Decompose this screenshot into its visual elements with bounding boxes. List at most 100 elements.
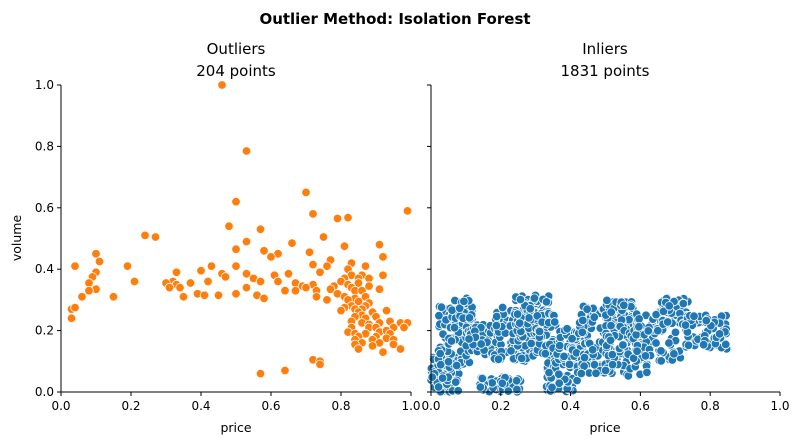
- outliers-point: [66, 313, 77, 324]
- outliers-y-tick-label: 0.0: [35, 385, 54, 399]
- outliers-point: [301, 187, 311, 198]
- inliers-point: [698, 340, 709, 350]
- outliers-point: [175, 282, 185, 293]
- inliers-point: [559, 351, 569, 362]
- inliers-title-line2: 1831 points: [560, 62, 649, 80]
- outliers-point: [241, 282, 252, 293]
- inliers-point: [562, 324, 572, 334]
- outliers-point: [353, 278, 364, 288]
- inliers-x-ticks: 0.0 0.2 0.4 0.6 0.8 1.0: [421, 392, 790, 413]
- outliers-point: [150, 232, 161, 242]
- outliers-y-tick-label: 0.4: [35, 262, 54, 276]
- outliers-point: [91, 249, 101, 259]
- outliers-point: [280, 286, 290, 296]
- outliers-point: [318, 232, 329, 242]
- outliers-y-ticks: 0.0 0.2 0.4 0.6 0.8 1.0: [35, 78, 61, 399]
- outliers-point: [339, 241, 350, 251]
- outliers-point: [290, 286, 301, 296]
- inliers-point: [634, 322, 644, 332]
- inliers-point: [517, 353, 527, 364]
- inliers-point: [632, 346, 642, 356]
- outliers-x-tick-label: 0.6: [261, 399, 280, 413]
- inliers-point: [512, 384, 522, 395]
- outliers-x-tick-label: 0.2: [121, 399, 140, 413]
- inliers-point: [544, 367, 554, 378]
- outliers-point: [231, 261, 241, 271]
- outliers-point: [255, 224, 266, 235]
- outliers-point: [301, 282, 311, 293]
- outliers-point: [196, 266, 206, 276]
- outliers-point: [185, 278, 196, 288]
- outliers-point: [378, 252, 388, 262]
- inliers-point: [529, 293, 540, 303]
- outliers-point: [199, 290, 210, 301]
- inliers-point: [618, 340, 628, 350]
- outliers-point: [122, 261, 133, 271]
- outliers-x-tick-label: 0.8: [331, 399, 350, 413]
- inliers-point: [678, 298, 689, 309]
- outliers-point: [217, 80, 227, 90]
- outliers-point: [378, 270, 388, 281]
- inliers-point: [526, 338, 536, 349]
- outliers-point: [395, 344, 406, 354]
- outliers-point: [308, 209, 318, 219]
- inliers-point: [656, 356, 666, 366]
- inliers-point: [663, 317, 673, 327]
- outliers-x-tick-label: 0.4: [191, 399, 210, 413]
- inliers-point: [653, 326, 663, 336]
- inliers-point: [555, 340, 565, 351]
- outliers-title-line1: Outliers: [207, 40, 266, 58]
- inliers-point: [436, 360, 446, 370]
- inliers-x-tick-label: 0.0: [421, 399, 440, 413]
- inliers-point: [564, 359, 575, 370]
- outliers-point: [231, 244, 241, 254]
- inliers-point: [446, 336, 457, 346]
- inliers-point: [464, 334, 474, 344]
- inliers-point: [443, 357, 454, 367]
- inliers-point: [607, 359, 618, 370]
- outliers-point: [77, 292, 87, 302]
- inliers-point: [721, 339, 731, 350]
- inliers-point: [589, 312, 600, 322]
- outliers-point: [353, 344, 364, 354]
- outliers-y-axis-label: volume: [9, 215, 24, 262]
- inliers-point: [643, 326, 654, 336]
- inliers-point: [606, 320, 616, 331]
- inliers-point: [515, 294, 526, 305]
- outliers-point: [325, 284, 336, 294]
- outliers-point: [367, 341, 378, 351]
- outliers-point: [241, 236, 252, 247]
- outliers-point: [273, 276, 283, 287]
- inliers-point: [491, 320, 502, 331]
- outliers-y-tick-label: 1.0: [35, 78, 54, 92]
- outliers-point: [220, 272, 231, 282]
- outliers-point: [259, 246, 269, 256]
- inliers-point: [683, 340, 694, 351]
- inliers-panel: Inliers 1831 points 0.0 0.2 0.4 0.6 0.8 1.0 p…: [421, 40, 789, 435]
- outliers-point: [364, 281, 374, 291]
- outliers-point: [402, 206, 413, 216]
- outliers-point: [308, 259, 318, 270]
- inliers-point: [492, 311, 502, 322]
- outliers-point: [374, 239, 385, 250]
- inliers-point: [605, 335, 616, 346]
- inliers-point: [547, 382, 557, 393]
- inliers-point: [670, 327, 681, 338]
- inliers-title-line1: Inliers: [582, 40, 628, 58]
- inliers-x-tick-label: 0.4: [561, 399, 580, 413]
- figure-title: Outlier Method: Isolation Forest: [259, 10, 530, 28]
- outliers-point: [332, 213, 343, 224]
- outliers-point: [399, 322, 409, 333]
- inliers-point: [452, 360, 462, 371]
- outliers-y-tick-label: 0.6: [35, 201, 54, 215]
- outliers-point: [241, 146, 252, 156]
- inliers-x-tick-label: 0.2: [491, 399, 510, 413]
- outliers-y-tick-label: 0.8: [35, 139, 54, 153]
- inliers-point: [582, 304, 592, 314]
- inliers-point: [701, 315, 712, 326]
- inliers-point: [427, 372, 437, 382]
- inliers-point: [497, 378, 508, 389]
- inliers-point: [680, 320, 691, 330]
- outliers-point: [381, 305, 392, 316]
